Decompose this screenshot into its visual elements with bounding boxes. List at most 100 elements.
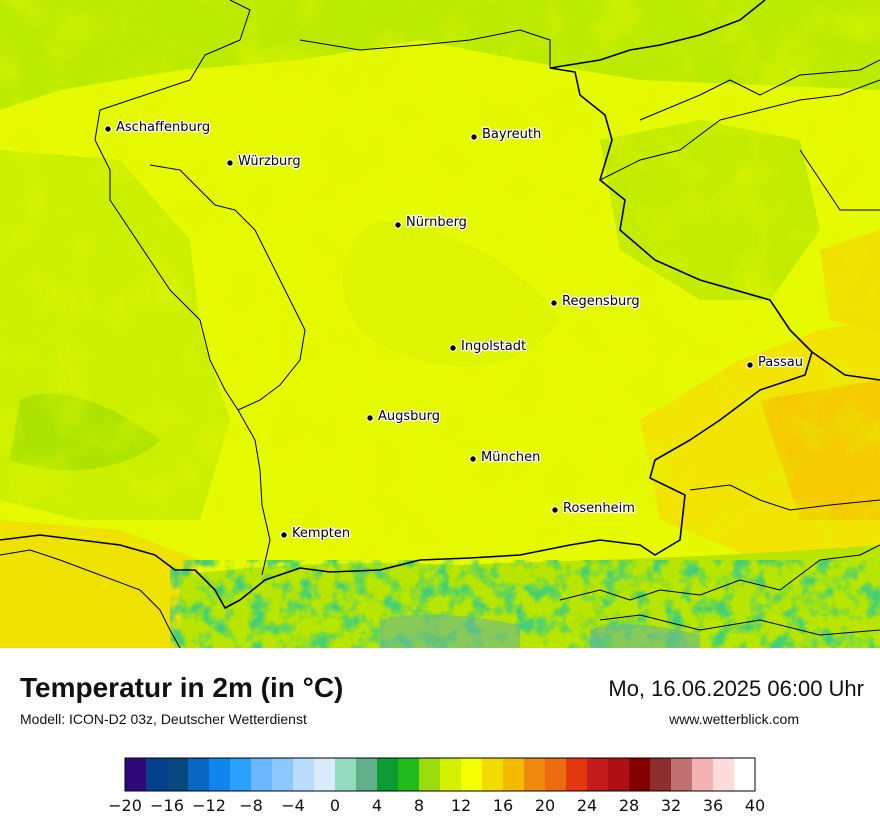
city-label: München — [481, 450, 540, 465]
legend-swatches — [125, 758, 735, 791]
legend-tick-label: 36 — [703, 796, 723, 815]
legend-swatch — [629, 758, 651, 791]
legend-tick-label: 16 — [493, 796, 513, 815]
legend-tick-label: 4 — [372, 796, 382, 815]
legend-tick-label: −4 — [281, 796, 305, 815]
regional-border-frankonia — [149, 164, 306, 411]
color-legend: −20 −16 −12 −8 −4 0 4 8 12 16 20 24 28 32 36 40 — [0, 750, 880, 830]
legend-swatch — [293, 758, 315, 791]
legend-swatch — [713, 758, 735, 791]
legend-swatch — [524, 758, 546, 791]
regional-border-southwest — [0, 549, 181, 648]
legend-swatch — [209, 758, 231, 791]
city-augsburg: Augsburg — [366, 408, 441, 425]
legend-swatch — [146, 758, 168, 791]
city-aschaffenburg: Aschaffenburg — [104, 119, 211, 136]
legend-tick-label: 20 — [535, 796, 555, 815]
legend-swatch — [671, 758, 693, 791]
city-dot — [470, 133, 478, 141]
legend-swatch — [545, 758, 567, 791]
city-kempten: Kempten — [280, 525, 351, 542]
national-border-czechia-north — [549, 0, 766, 69]
city-dot — [469, 455, 477, 463]
national-border-austria — [0, 351, 813, 609]
legend-tick-label: 0 — [330, 796, 340, 815]
city-label: Rosenheim — [563, 501, 635, 516]
city-dot — [226, 159, 234, 167]
borders — [0, 0, 880, 648]
city-dot — [551, 506, 559, 514]
city-label: Kempten — [292, 526, 350, 541]
city-label: Aschaffenburg — [116, 120, 210, 135]
city-muenchen: München — [469, 449, 542, 466]
model-source: Modell: ICON-D2 03z, Deutscher Wetterdie… — [20, 711, 307, 727]
legend-tick-label: −12 — [192, 796, 226, 815]
legend-swatch — [356, 758, 378, 791]
legend-swatch — [272, 758, 294, 791]
city-dot — [366, 414, 374, 422]
legend-tick-label: 8 — [414, 796, 424, 815]
map-title: Temperatur in 2m (in °C) — [20, 672, 344, 703]
legend-swatch — [335, 758, 357, 791]
legend-swatch — [251, 758, 273, 791]
legend-tick-label: 24 — [577, 796, 597, 815]
city-label: Nürnberg — [406, 215, 467, 230]
legend-swatch — [167, 758, 189, 791]
city-ingolstadt: Ingolstadt — [449, 338, 527, 355]
legend-tick-label: −20 — [108, 796, 142, 815]
regional-border-northeast — [639, 59, 880, 121]
legend-tick-label: 40 — [745, 796, 765, 815]
legend-swatch — [587, 758, 609, 791]
city-dot — [104, 125, 112, 133]
legend-swatch — [419, 758, 441, 791]
legend-swatch — [440, 758, 462, 791]
city-label: Ingolstadt — [461, 339, 526, 354]
city-dot — [449, 344, 457, 352]
regional-border-alps-2 — [599, 614, 880, 636]
field-texture — [0, 0, 880, 560]
legend-swatch — [608, 758, 630, 791]
city-passau: Passau — [746, 354, 804, 371]
legend-frame — [124, 757, 756, 792]
city-dot — [394, 221, 402, 229]
city-markers: Aschaffenburg Bayreuth Würzburg Nürnberg… — [104, 119, 804, 542]
city-regensburg: Regensburg — [550, 293, 641, 310]
legend-swatch — [461, 758, 483, 791]
legend-swatch — [692, 758, 714, 791]
legend-tick-label: 12 — [451, 796, 471, 815]
regional-border-north — [299, 29, 551, 68]
temperature-map: Aschaffenburg Bayreuth Würzburg Nürnberg… — [0, 0, 880, 648]
city-nuernberg: Nürnberg — [394, 214, 468, 231]
legend-ticks: −20 −16 −12 −8 −4 0 4 8 12 16 20 24 28 32 36 40 — [108, 796, 765, 815]
alpine-texture — [170, 560, 880, 648]
legend-tick-label: −16 — [150, 796, 184, 815]
legend-tick-label: 28 — [619, 796, 639, 815]
legend-swatch — [230, 758, 252, 791]
legend-swatch — [125, 758, 147, 791]
city-dot — [280, 531, 288, 539]
legend-tick-label: 32 — [661, 796, 681, 815]
alpine-peaks — [380, 614, 700, 648]
regional-border-east-2 — [799, 149, 880, 211]
legend-swatch — [482, 758, 504, 791]
legend-swatch — [377, 758, 399, 791]
city-dot — [550, 299, 558, 307]
website-credit: www.wetterblick.com — [669, 711, 799, 727]
legend-tick-label: −8 — [239, 796, 263, 815]
legend-swatch — [503, 758, 525, 791]
city-label: Passau — [758, 355, 803, 370]
legend-swatch — [566, 758, 588, 791]
city-dot — [746, 361, 754, 369]
valid-datetime: Mo, 16.06.2025 06:00 Uhr — [608, 676, 864, 701]
legend-swatch — [398, 758, 420, 791]
city-label: Regensburg — [562, 294, 640, 309]
city-rosenheim: Rosenheim — [551, 500, 636, 517]
regional-border-alps — [559, 544, 880, 601]
city-label: Augsburg — [378, 409, 440, 424]
legend-swatch — [650, 758, 672, 791]
city-label: Bayreuth — [482, 127, 541, 142]
city-bayreuth: Bayreuth — [470, 126, 543, 143]
city-wuerzburg: Würzburg — [226, 153, 302, 170]
regional-border-east — [599, 79, 880, 181]
legend-swatch — [314, 758, 336, 791]
